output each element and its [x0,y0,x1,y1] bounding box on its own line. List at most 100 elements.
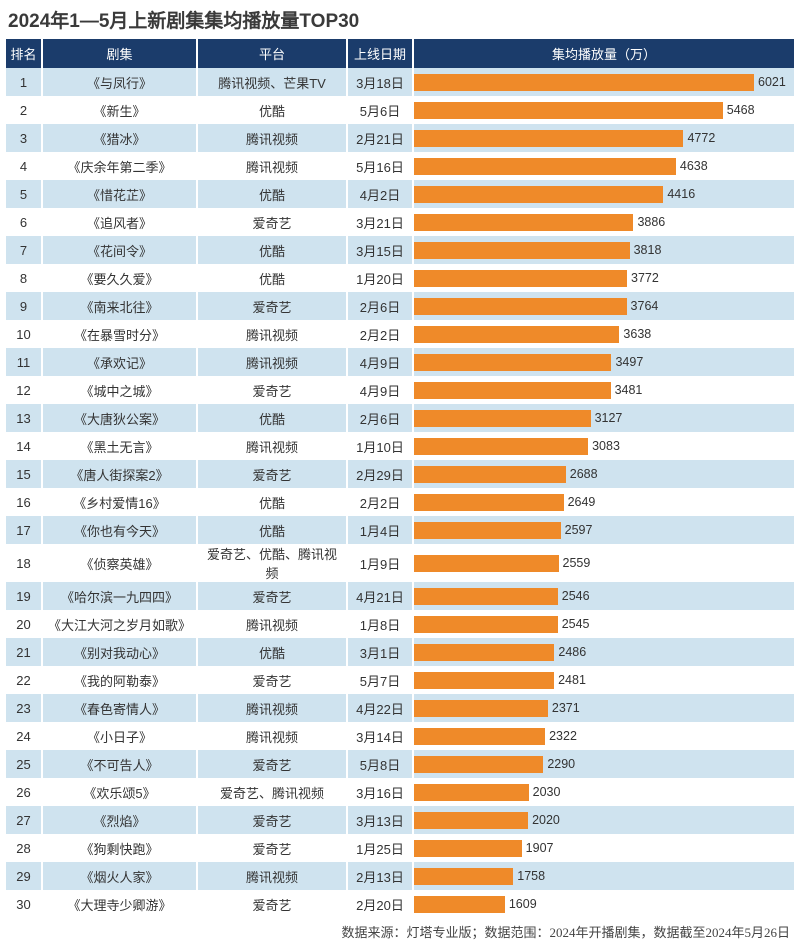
play-value: 6021 [758,75,786,89]
cell-name: 《乡村爱情16》 [42,488,197,516]
table-row: 19《哈尔滨一九四四》爱奇艺4月21日2546 [6,582,794,610]
cell-platform: 爱奇艺 [197,208,347,236]
cell-name: 《大江大河之岁月如歌》 [42,610,197,638]
cell-name: 《惜花芷》 [42,180,197,208]
cell-platform: 爱奇艺 [197,666,347,694]
cell-name: 《狗剩快跑》 [42,834,197,862]
table-row: 20《大江大河之岁月如歌》腾讯视频1月8日2545 [6,610,794,638]
cell-name: 《我的阿勒泰》 [42,666,197,694]
cell-name: 《追风者》 [42,208,197,236]
table-row: 23《春色寄情人》腾讯视频4月22日2371 [6,694,794,722]
cell-rank: 13 [6,404,42,432]
table-row: 16《乡村爱情16》优酷2月2日2649 [6,488,794,516]
ranking-table: 排名 剧集 平台 上线日期 集均播放量（万） 1《与凤行》腾讯视频、芒果TV3月… [6,39,794,918]
table-row: 22《我的阿勒泰》爱奇艺5月7日2481 [6,666,794,694]
cell-name: 《庆余年第二季》 [42,152,197,180]
play-bar [414,728,545,745]
cell-plays-bar: 2649 [413,488,794,516]
play-value: 1609 [509,897,537,911]
play-bar [414,868,513,885]
play-bar [414,242,630,259]
table-row: 9《南来北往》爱奇艺2月6日3764 [6,292,794,320]
cell-date: 3月1日 [347,638,413,666]
cell-date: 3月15日 [347,236,413,264]
table-row: 17《你也有今天》优酷1月4日2597 [6,516,794,544]
play-value: 2030 [533,785,561,799]
cell-rank: 20 [6,610,42,638]
cell-rank: 28 [6,834,42,862]
cell-platform: 优酷 [197,404,347,432]
cell-date: 2月2日 [347,488,413,516]
table-row: 24《小日子》腾讯视频3月14日2322 [6,722,794,750]
cell-name: 《唐人街探案2》 [42,460,197,488]
play-bar [414,812,528,829]
cell-platform: 腾讯视频 [197,152,347,180]
cell-rank: 7 [6,236,42,264]
cell-date: 2月20日 [347,890,413,918]
cell-platform: 优酷 [197,516,347,544]
cell-platform: 爱奇艺 [197,890,347,918]
play-bar [414,130,683,147]
cell-date: 1月10日 [347,432,413,460]
cell-platform: 腾讯视频 [197,124,347,152]
table-row: 18《侦察英雄》爱奇艺、优酷、腾讯视频1月9日2559 [6,544,794,582]
cell-plays-bar: 3481 [413,376,794,404]
play-bar [414,522,561,539]
cell-date: 3月14日 [347,722,413,750]
cell-name: 《承欢记》 [42,348,197,376]
play-bar [414,784,529,801]
play-value: 2020 [532,813,560,827]
cell-name: 《春色寄情人》 [42,694,197,722]
play-bar [414,494,564,511]
cell-name: 《你也有今天》 [42,516,197,544]
play-value: 3083 [592,439,620,453]
cell-plays-bar: 3818 [413,236,794,264]
cell-date: 3月16日 [347,778,413,806]
table-row: 3《猎冰》腾讯视频2月21日4772 [6,124,794,152]
play-bar [414,326,619,343]
play-bar [414,186,663,203]
table-row: 4《庆余年第二季》腾讯视频5月16日4638 [6,152,794,180]
play-bar [414,74,754,91]
cell-name: 《小日子》 [42,722,197,750]
cell-platform: 优酷 [197,180,347,208]
play-value: 2546 [562,589,590,603]
cell-platform: 爱奇艺 [197,750,347,778]
play-value: 2688 [570,467,598,481]
cell-platform: 爱奇艺 [197,806,347,834]
cell-date: 1月20日 [347,264,413,292]
cell-plays-bar: 2020 [413,806,794,834]
cell-platform: 腾讯视频 [197,862,347,890]
cell-date: 2月21日 [347,124,413,152]
cell-date: 4月9日 [347,376,413,404]
cell-platform: 爱奇艺、优酷、腾讯视频 [197,544,347,582]
play-value: 2545 [562,617,590,631]
play-value: 2371 [552,701,580,715]
cell-plays-bar: 1609 [413,890,794,918]
cell-platform: 优酷 [197,264,347,292]
table-row: 29《烟火人家》腾讯视频2月13日1758 [6,862,794,890]
cell-date: 2月2日 [347,320,413,348]
table-row: 28《狗剩快跑》爱奇艺1月25日1907 [6,834,794,862]
cell-date: 5月8日 [347,750,413,778]
table-header-row: 排名 剧集 平台 上线日期 集均播放量（万） [6,39,794,68]
play-bar [414,588,558,605]
cell-rank: 15 [6,460,42,488]
cell-name: 《要久久爱》 [42,264,197,292]
cell-plays-bar: 5468 [413,96,794,124]
play-value: 3481 [615,383,643,397]
cell-date: 4月22日 [347,694,413,722]
cell-date: 2月13日 [347,862,413,890]
play-value: 3497 [615,355,643,369]
table-row: 11《承欢记》腾讯视频4月9日3497 [6,348,794,376]
cell-name: 《花间令》 [42,236,197,264]
cell-plays-bar: 2371 [413,694,794,722]
data-source-footer: 数据来源：灯塔专业版；数据范围：2024年开播剧集，数据截至2024年5月26日 [6,922,794,941]
table-row: 14《黑土无言》腾讯视频1月10日3083 [6,432,794,460]
cell-platform: 优酷 [197,638,347,666]
cell-rank: 3 [6,124,42,152]
cell-plays-bar: 3083 [413,432,794,460]
play-bar [414,756,543,773]
play-value: 3764 [631,299,659,313]
play-bar [414,214,633,231]
